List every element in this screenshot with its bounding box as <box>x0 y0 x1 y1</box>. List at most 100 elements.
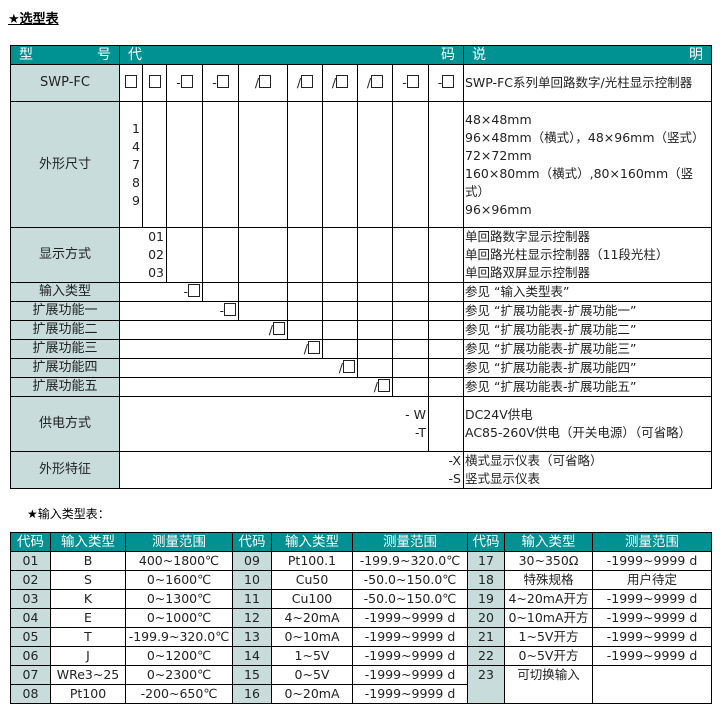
input-type-cell: E <box>50 608 126 628</box>
code-box <box>148 75 161 88</box>
range-cell: -1999~9999 d <box>352 684 468 704</box>
model-row: SWP-FC - - / / / / - - SWP-FC系列单回路数字/光柱显示控制器 <box>10 64 712 102</box>
column-header: 测量范围 <box>125 532 233 552</box>
range-cell: 0~1200℃ <box>125 646 233 666</box>
description-line: 160×80mm（横式）,80×160mm（竖式） <box>465 165 694 199</box>
code-box <box>308 341 320 354</box>
empty-cell <box>322 101 358 228</box>
range-cell: -1999~9999 d <box>352 627 468 647</box>
input-type-cell: S <box>50 570 126 590</box>
option-row: 外形尺寸 1 4 7 8 9 48×48mm 96×48mm（横式），48×96mm（… <box>10 101 712 228</box>
option-description: 横式显示仪表（可省略） 竖式显示仪表 <box>463 451 712 489</box>
code-cell: 17 <box>467 551 505 571</box>
option-label: 供电方式 <box>10 396 120 452</box>
description-line: DC24V供电 <box>465 407 533 422</box>
option-codes: / <box>119 358 358 378</box>
description-line: 单回路光柱显示控制器（11段光柱） <box>465 247 669 262</box>
empty-cell <box>428 320 464 340</box>
option-codes: / <box>119 320 288 340</box>
input-type-cell: 可切换输入 <box>504 665 593 704</box>
input-type-cell: 4~20mA <box>271 608 353 628</box>
option-codes: - W -T <box>119 396 429 452</box>
header-char: 号 <box>97 47 111 63</box>
code-cell: 11 <box>232 589 272 609</box>
input-type-cell: T <box>50 627 126 647</box>
range-cell: -1999~9999 d <box>592 589 712 609</box>
option-row: 扩展功能二 / 参见 “扩展功能表-扩展功能二” <box>10 320 712 340</box>
code-cell: 04 <box>10 608 51 628</box>
header-desc: 说明 <box>463 45 712 65</box>
code-cell: 14 <box>232 646 272 666</box>
code-cell: 23 <box>467 665 505 704</box>
column-header: 测量范围 <box>592 532 712 552</box>
header-row: 型号代码说明 <box>10 45 712 65</box>
option-codes: / <box>119 377 393 397</box>
description-line: 竖式显示仪表 <box>465 471 541 486</box>
table-row: 01 B 400~1800℃ 09 Pt100.1 -199.9~320.0℃ 17 30~3… <box>10 551 712 571</box>
range-cell: -1999~9999 d <box>352 608 468 628</box>
empty-cell <box>238 282 288 302</box>
empty-cell <box>392 320 429 340</box>
table-row: 07 WRe3~25 0~2300℃ 15 0~5V -1999~9999 d 23 可切换输… <box>10 665 712 704</box>
description-line: 48×48mm <box>465 111 532 127</box>
input-type-table: 代码 输入类型 测量范围 代码 输入类型 测量范围 代码 输入类型 测量范围 01 B 400~180… <box>10 532 712 704</box>
code-cell: 15 <box>232 665 272 685</box>
empty-cell <box>322 227 358 283</box>
input-type-cell: 0~10mA开方 <box>504 608 593 628</box>
empty-cell <box>142 101 167 228</box>
model-code-slot: - <box>392 64 429 102</box>
input-type-cell: Pt100 <box>50 684 126 704</box>
selection-table-title: ★选型表 <box>8 12 59 27</box>
input-type-cell: WRe3~25 <box>50 665 126 685</box>
code-box <box>406 75 419 88</box>
option-description: 参见 “扩展功能表-扩展功能三” <box>463 339 712 359</box>
empty-cell <box>428 227 464 283</box>
option-label: 扩展功能五 <box>10 377 120 397</box>
description-line: 参见 “扩展功能表-扩展功能一” <box>465 303 637 318</box>
column-header: 输入类型 <box>504 532 593 552</box>
code-cell: 07 <box>10 665 51 685</box>
option-label: 扩展功能三 <box>10 339 120 359</box>
input-type-cell: 1~5V开方 <box>504 627 593 647</box>
code-cell: 12 <box>232 608 272 628</box>
option-description: 48×48mm 96×48mm（横式），48×96mm（竖式） 72×72mm 160… <box>463 101 712 228</box>
input-type-cell: 30~350Ω <box>504 551 593 571</box>
column-header: 代码 <box>10 532 51 552</box>
empty-cell <box>287 320 323 340</box>
option-description: 参见 “扩展功能表-扩展功能五” <box>463 377 712 397</box>
empty-cell <box>357 101 393 228</box>
input-type-cell: 0~20mA <box>271 684 353 704</box>
option-codes: 01 02 03 <box>119 227 167 283</box>
option-row: 外形特征 -X -S 横式显示仪表（可省略） 竖式显示仪表 <box>10 451 712 489</box>
input-type-cell: Cu50 <box>271 570 353 590</box>
code-box <box>188 284 200 297</box>
empty-cell <box>322 339 358 359</box>
option-label: 扩展功能四 <box>10 358 120 378</box>
code-cell: 03 <box>10 589 51 609</box>
table-row: 02 S 0~1600℃ 10 Cu50 -50.0~150.0℃ 18 特殊规格 用户待定 <box>10 570 712 590</box>
range-cell: -1999~9999 d <box>592 646 712 666</box>
input-type-cell: 特殊规格 <box>504 570 593 590</box>
option-row: 输入类型 - 参见 “输入类型表” <box>10 282 712 302</box>
code-cell: 20 <box>467 608 505 628</box>
range-cell: -50.0~150.0℃ <box>352 589 468 609</box>
empty-cell <box>357 358 393 378</box>
option-label: 外形尺寸 <box>10 101 120 228</box>
code-box <box>224 303 236 316</box>
code-cell: 02 <box>10 570 51 590</box>
empty-cell <box>322 301 358 321</box>
empty-cell <box>428 339 464 359</box>
code-box <box>273 322 285 335</box>
table-row: 06 J 0~1200℃ 14 1~5V -1999~9999 d 22 0~5V开方 -199… <box>10 646 712 666</box>
empty-cell <box>238 227 288 283</box>
range-cell: -1999~9999 d <box>352 665 468 685</box>
empty-cell <box>392 282 429 302</box>
input-type-cell: Cu100 <box>271 589 353 609</box>
code-box <box>378 379 390 392</box>
table-row: 08 Pt100 -200~650℃ 16 0~20mA -1999~9999 d <box>10 684 712 704</box>
column-header: 代码 <box>467 532 505 552</box>
description-line: 72×72mm <box>465 147 532 163</box>
model-code-slot: / <box>287 64 323 102</box>
range-cell: -1999~9999 d <box>592 608 712 628</box>
input-type-cell: 0~10mA <box>271 627 353 647</box>
